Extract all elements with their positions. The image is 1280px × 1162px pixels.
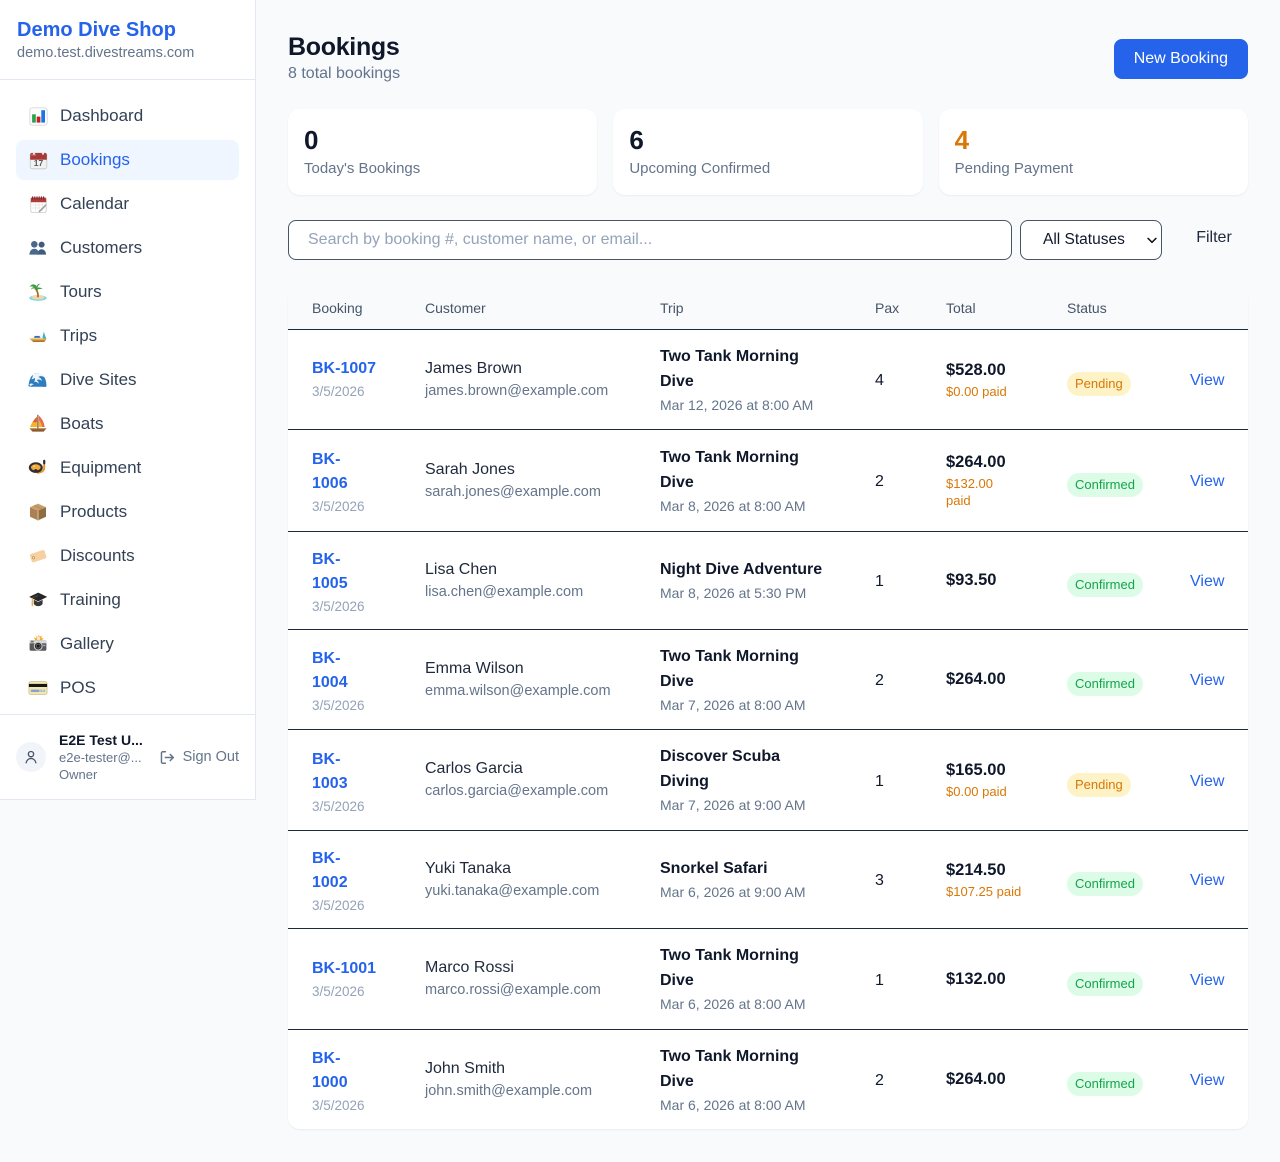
svg-text:17: 17 [33, 158, 43, 168]
